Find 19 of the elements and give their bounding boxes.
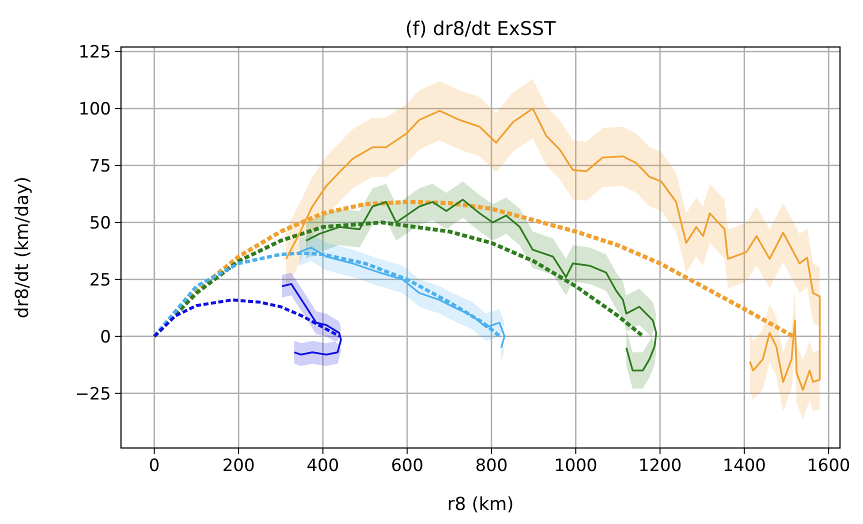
y-tick-label: 25 [89, 270, 111, 290]
x-tick-label: 800 [475, 456, 508, 476]
y-axis-title: dr8/dt (km/day) [12, 176, 33, 318]
y-tick-label: 100 [78, 99, 111, 120]
x-tick-label: 0 [148, 456, 160, 476]
x-axis-title: r8 (km) [447, 494, 514, 515]
y-tick-label: 75 [89, 156, 111, 176]
y-tick-label: 0 [100, 327, 111, 348]
x-tick-label: 1600 [806, 456, 850, 476]
x-tick-label: 600 [390, 456, 424, 476]
chart-title: (f) dr8/dt ExSST [405, 18, 556, 40]
x-tick-label: 1400 [722, 456, 766, 476]
y-tick-label: 50 [89, 213, 111, 234]
y-tick-label: 125 [78, 42, 111, 63]
x-tick-label: 1000 [554, 456, 598, 476]
x-tick-label: 200 [222, 456, 255, 476]
y-tick-label: −25 [75, 384, 111, 404]
x-tick-label: 400 [306, 456, 340, 476]
x-tick-label: 1200 [638, 456, 682, 476]
